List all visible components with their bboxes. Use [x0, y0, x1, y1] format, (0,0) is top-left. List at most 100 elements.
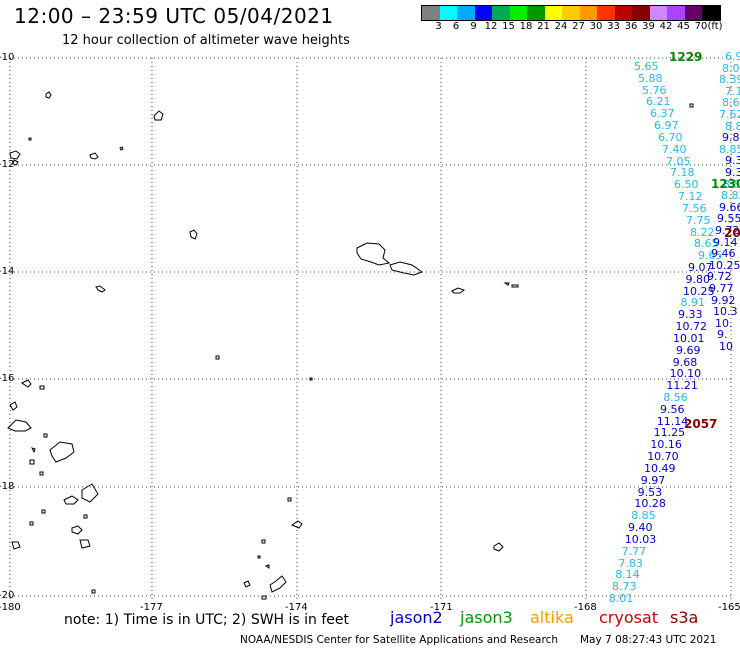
wave-height-reading: 10.16 — [650, 438, 682, 452]
wave-height-reading: 9.65 — [698, 249, 723, 263]
wave-height-reading: 8.39 — [719, 73, 740, 87]
legend-swatch — [597, 6, 615, 20]
legend-label: 24 — [554, 21, 568, 32]
wave-height-reading: 10.70 — [647, 450, 679, 464]
wave-height-reading: 5.76 — [642, 83, 667, 97]
legend-swatch — [457, 6, 475, 20]
pass-time-label: 1229 — [669, 50, 703, 64]
wave-height-reading: 11.25 — [653, 426, 686, 440]
legend-label: 6 — [452, 21, 460, 32]
legend-swatch — [562, 6, 580, 20]
wave-height-reading: 7.40 — [662, 142, 687, 156]
pass-time-label: 1230 — [711, 177, 740, 191]
wave-height-reading: 7.62 — [719, 108, 740, 121]
wave-height-reading: 10.25 — [683, 284, 715, 298]
wave-height-reading: 9.80 — [685, 272, 711, 286]
wave-height-reading: 8.14 — [615, 568, 640, 582]
legend-label: 42 — [659, 21, 673, 32]
longitude-tick-label: -174 — [285, 602, 308, 613]
legend-swatch — [632, 6, 650, 20]
legend-label: 15 — [502, 21, 515, 32]
wave-height-reading: 6.9 — [725, 50, 740, 63]
wave-height-reading: 7.12 — [678, 190, 703, 204]
legend-swatch — [527, 6, 545, 20]
wave-height-reading: 9.14 — [713, 235, 738, 249]
wave-height-reading: 9.69 — [676, 343, 701, 357]
wave-height-reading: 9.83 — [722, 131, 740, 145]
wave-height-reading: 9. — [717, 328, 728, 342]
latitude-tick-label: -16 — [0, 373, 15, 384]
wave-height-reading: 8.65 — [694, 237, 719, 251]
wave-height-reading: 8.83 — [721, 189, 740, 203]
wave-height-reading: 9.92 — [711, 293, 736, 307]
longitude-tick-label: -171 — [430, 602, 453, 613]
legend-swatch — [422, 6, 440, 20]
wave-height-reading: 6.50 — [674, 178, 699, 192]
wave-height-reading: 9.07 — [688, 260, 713, 274]
wave-height-reading: 10.72 — [675, 320, 708, 334]
legend-swatch — [474, 6, 492, 20]
wave-height-reading: 6.21 — [646, 95, 671, 109]
pass-time-label: 2057 — [684, 417, 718, 431]
legend-label: 3 — [435, 21, 442, 32]
wave-height-reading: 9.31 — [725, 166, 740, 179]
wave-height-reading: 9.56 — [660, 402, 685, 416]
wave-height-reading: 7.56 — [682, 201, 707, 215]
wave-height-reading: 8.91 — [680, 296, 706, 310]
legend-label: 27 — [572, 21, 585, 32]
legend-label: 12 — [484, 21, 498, 32]
island-upolu — [389, 261, 424, 276]
wave-height-reading: 8.22 — [690, 225, 715, 239]
satellite-name: s3a — [670, 608, 699, 627]
legend-label: 36 — [624, 21, 638, 32]
legend-label: 33 — [607, 21, 620, 32]
latitude-tick-label: -20 — [0, 590, 15, 601]
wave-height-reading: 9.72 — [715, 224, 740, 237]
wave-height-reading: 8.85 — [631, 509, 656, 523]
wave-height-reading: 10.03 — [624, 532, 657, 546]
wave-height-reading: 8.01 — [608, 592, 634, 605]
map-subtitle: 12 hour collection of altimeter wave hei… — [62, 33, 350, 48]
map-title: 12:00 – 23:59 UTC 05/04/2021 — [14, 4, 334, 28]
legend-swatch — [667, 6, 685, 20]
credit-line: NOAA/NESDIS Center for Satellite Applica… — [240, 634, 558, 646]
legend-swatch — [509, 6, 527, 20]
latitude-tick-label: -12 — [0, 159, 15, 170]
satellite-name: altika — [530, 608, 574, 627]
wave-height-reading: 8.52 — [723, 177, 740, 191]
generated-timestamp: May 7 08:27:43 UTC 2021 — [580, 634, 717, 646]
wave-height-reading: 10.3 — [713, 305, 738, 319]
color-legend — [421, 5, 721, 21]
satellite-name: jason2 — [390, 608, 443, 627]
wave-height-reading: 5.65 — [634, 60, 659, 73]
wave-height-reading: 9.77 — [709, 282, 734, 295]
legend-label: 30 — [589, 21, 603, 32]
longitude-tick-label: -177 — [140, 602, 163, 613]
latitude-tick-label: -18 — [0, 481, 15, 492]
wave-height-reading: 9.33 — [725, 154, 740, 168]
wave-height-reading: 5.88 — [638, 71, 663, 85]
longitude-tick-label: -165 — [718, 602, 740, 613]
legend-swatch — [614, 6, 632, 20]
wave-height-reading: 10.28 — [634, 497, 666, 511]
wave-height-reading: 10.49 — [644, 461, 676, 475]
legend-swatch — [579, 6, 597, 20]
wave-height-reading: 7.18 — [725, 84, 740, 98]
legend-label: 45 — [677, 21, 690, 32]
wave-height-reading: 6.97 — [654, 119, 679, 133]
coastlines — [7, 91, 694, 600]
longitude-tick-label: -168 — [574, 602, 597, 613]
wave-height-reading: 9.33 — [678, 308, 703, 322]
legend-swatch — [544, 6, 562, 20]
longitude-tick-label: -180 — [0, 602, 21, 613]
wave-height-reading: 10.10 — [669, 367, 702, 381]
wave-height-reading: 10 — [719, 340, 733, 353]
wave-height-reading: 7.05 — [666, 154, 691, 168]
latitude-tick-label: -10 — [0, 52, 15, 63]
legend-label: 18 — [519, 21, 533, 32]
legend-label: 39 — [642, 21, 655, 32]
legend-swatch — [439, 6, 457, 20]
legend-label: 70 — [694, 21, 708, 32]
lat-lon-grid — [9, 57, 732, 600]
